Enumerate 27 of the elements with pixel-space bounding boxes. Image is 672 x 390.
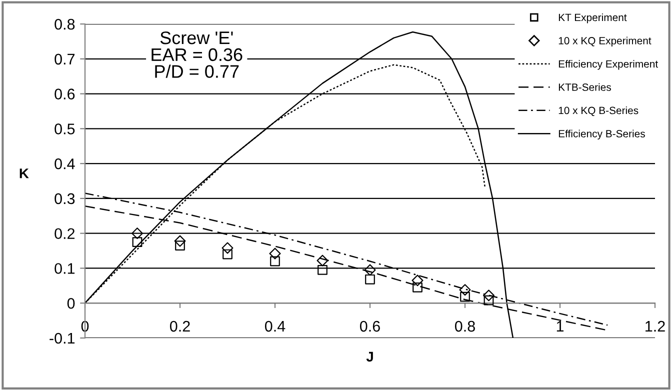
x-tick-label: 0.8 <box>454 320 475 332</box>
x-axis-title: J <box>366 352 373 362</box>
legend-label: KTB-Series <box>558 83 611 91</box>
y-axis-title: K <box>20 168 29 178</box>
y-tick-label: -0.1 <box>50 332 75 344</box>
x-tick-label: 0.4 <box>264 320 286 332</box>
annotation: Screw 'E' <box>160 31 233 44</box>
legend-label: KT Experiment <box>558 13 627 24</box>
x-tick-label: 1.2 <box>646 320 665 332</box>
annotation: EAR = 0.36 <box>152 48 242 62</box>
y-tick-label: 0.5 <box>54 124 75 134</box>
y-tick-label: 0.7 <box>54 54 75 65</box>
legend-label: Efficiency B-Series <box>558 130 645 140</box>
legend-label: Efficiency Experiment <box>558 60 658 70</box>
y-tick-label: 0.2 <box>54 228 75 240</box>
legend-label: 10 x KQ Experiment <box>558 36 652 46</box>
y-tick-label: 0.8 <box>54 18 75 30</box>
x-tick-label: 0.6 <box>360 320 380 332</box>
x-tick-label: 0.2 <box>170 320 190 332</box>
legend-label: 10 x KQ B-Series <box>558 106 638 116</box>
y-tick-label: 0.4 <box>54 158 75 170</box>
x-tick-label: 1 <box>556 321 564 332</box>
y-tick-label: 0 <box>67 298 75 309</box>
y-tick-label: 0.1 <box>54 263 75 274</box>
y-tick-label: 0.3 <box>54 193 75 204</box>
annotation: P/D = 0.77 <box>155 64 239 78</box>
y-tick-label: 0.6 <box>54 88 75 100</box>
